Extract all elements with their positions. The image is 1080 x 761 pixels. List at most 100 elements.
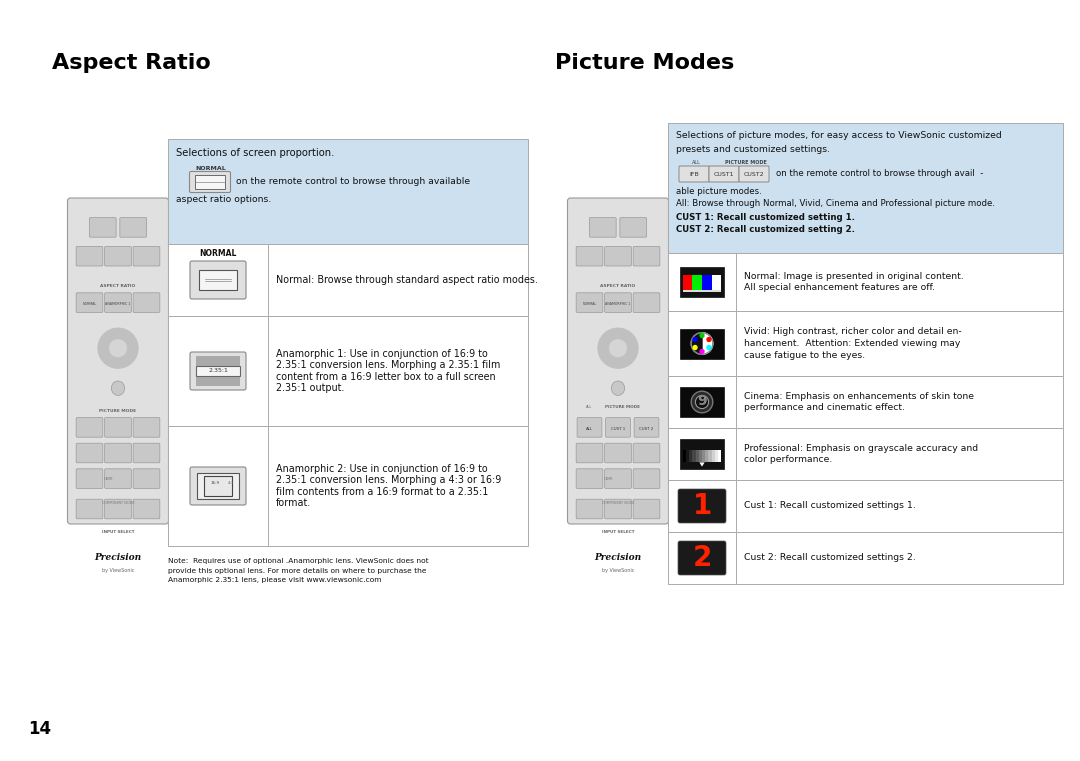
Text: format.: format.	[276, 498, 311, 508]
Text: INPUT SELECT: INPUT SELECT	[102, 530, 134, 534]
Text: 9: 9	[698, 394, 706, 409]
FancyBboxPatch shape	[605, 293, 632, 313]
Text: NORMAL: NORMAL	[82, 302, 96, 306]
Ellipse shape	[111, 381, 124, 396]
Text: performance and cinematic effect.: performance and cinematic effect.	[744, 403, 905, 412]
Text: CUST2: CUST2	[744, 171, 765, 177]
Text: Cinema: Emphasis on enhancements of skin tone: Cinema: Emphasis on enhancements of skin…	[744, 392, 974, 401]
Bar	[699, 450, 702, 461]
Bar	[669, 376, 1063, 428]
FancyBboxPatch shape	[77, 499, 103, 519]
Circle shape	[707, 338, 711, 342]
FancyBboxPatch shape	[190, 261, 246, 299]
FancyBboxPatch shape	[634, 418, 659, 438]
Text: NORMAL: NORMAL	[195, 167, 227, 171]
Bar	[195, 175, 225, 189]
Text: presets and customized settings.: presets and customized settings.	[676, 145, 831, 154]
Text: 2.35:1 conversion lens. Morphing a 4:3 or 16:9: 2.35:1 conversion lens. Morphing a 4:3 o…	[276, 476, 501, 486]
Bar	[168, 244, 528, 316]
Bar	[683, 450, 686, 461]
Bar	[200, 270, 237, 289]
Circle shape	[700, 349, 704, 353]
FancyBboxPatch shape	[567, 198, 669, 524]
Text: Anamorphic 1: Use in conjunction of 16:9 to: Anamorphic 1: Use in conjunction of 16:9…	[276, 349, 488, 358]
FancyBboxPatch shape	[133, 247, 160, 266]
FancyBboxPatch shape	[133, 293, 160, 313]
Text: Normal: Image is presented in original content.: Normal: Image is presented in original c…	[744, 272, 963, 281]
FancyBboxPatch shape	[605, 247, 632, 266]
Bar	[669, 428, 1063, 480]
FancyBboxPatch shape	[606, 418, 631, 438]
Bar	[669, 253, 1063, 311]
FancyBboxPatch shape	[633, 469, 660, 489]
FancyBboxPatch shape	[576, 499, 603, 519]
Bar	[705, 450, 708, 461]
Text: CUST 1: Recall customized setting 1.: CUST 1: Recall customized setting 1.	[676, 212, 855, 221]
FancyBboxPatch shape	[90, 218, 117, 237]
Text: CUST 2: Recall customized setting 2.: CUST 2: Recall customized setting 2.	[676, 225, 855, 234]
Polygon shape	[691, 333, 702, 355]
Text: COMPONENT VIDEO: COMPONENT VIDEO	[102, 501, 134, 505]
Bar	[198, 473, 239, 499]
Text: ANAMORPHIC 1: ANAMORPHIC 1	[606, 302, 631, 306]
Circle shape	[693, 338, 697, 342]
Text: content from a 16:9 letter box to a full screen: content from a 16:9 letter box to a full…	[276, 372, 496, 382]
FancyBboxPatch shape	[133, 418, 160, 438]
Circle shape	[598, 328, 638, 368]
Text: NORMAL: NORMAL	[582, 302, 596, 306]
Text: Aspect Ratio: Aspect Ratio	[52, 53, 211, 73]
FancyBboxPatch shape	[678, 489, 726, 523]
Bar	[712, 450, 715, 461]
Bar	[168, 426, 528, 546]
Text: 2: 2	[692, 544, 712, 572]
FancyBboxPatch shape	[577, 418, 602, 438]
FancyBboxPatch shape	[633, 293, 660, 313]
FancyBboxPatch shape	[77, 469, 103, 489]
Text: 16:9: 16:9	[211, 481, 219, 486]
FancyBboxPatch shape	[189, 171, 230, 193]
Text: CUST1: CUST1	[714, 171, 734, 177]
FancyBboxPatch shape	[605, 499, 632, 519]
Bar	[680, 329, 724, 358]
Text: aspect ratio options.: aspect ratio options.	[176, 195, 271, 203]
Text: Picture Modes: Picture Modes	[555, 53, 734, 73]
Bar	[197, 366, 240, 376]
Circle shape	[98, 328, 138, 368]
Text: on the remote control to browse through available: on the remote control to browse through …	[237, 177, 470, 186]
Text: hancement.  Attention: Extended viewing may: hancement. Attention: Extended viewing m…	[744, 339, 960, 348]
FancyBboxPatch shape	[620, 218, 647, 237]
Text: Note:  Requires use of optional .Anamorphic lens. ViewSonic does not
provide thi: Note: Requires use of optional .Anamorph…	[168, 558, 429, 583]
Text: NORMAL: NORMAL	[200, 250, 237, 259]
Bar	[680, 439, 724, 469]
FancyBboxPatch shape	[190, 352, 246, 390]
FancyBboxPatch shape	[133, 469, 160, 489]
Bar	[696, 450, 699, 461]
FancyBboxPatch shape	[67, 198, 168, 524]
Text: 2.35:1: 2.35:1	[208, 368, 228, 374]
Bar	[197, 376, 240, 387]
FancyBboxPatch shape	[576, 443, 603, 463]
Text: HDMI: HDMI	[604, 477, 613, 482]
Text: ALL: ALL	[691, 161, 701, 165]
Text: IFB: IFB	[689, 171, 699, 177]
Text: All special enhancement features are off.: All special enhancement features are off…	[744, 283, 935, 292]
FancyBboxPatch shape	[105, 418, 132, 438]
Text: Selections of screen proportion.: Selections of screen proportion.	[176, 148, 335, 158]
Circle shape	[700, 333, 704, 337]
Text: cause fatigue to the eyes.: cause fatigue to the eyes.	[744, 351, 865, 359]
Text: on the remote control to browse through avail  -: on the remote control to browse through …	[777, 170, 984, 179]
FancyBboxPatch shape	[105, 247, 132, 266]
FancyBboxPatch shape	[633, 499, 660, 519]
Circle shape	[110, 340, 126, 357]
Text: Cust 1: Recall customized settings 1.: Cust 1: Recall customized settings 1.	[744, 501, 916, 511]
Text: CUST 2: CUST 2	[639, 427, 653, 431]
FancyBboxPatch shape	[133, 499, 160, 519]
FancyBboxPatch shape	[105, 443, 132, 463]
Circle shape	[696, 396, 708, 409]
Bar	[718, 450, 721, 461]
FancyBboxPatch shape	[105, 499, 132, 519]
FancyBboxPatch shape	[77, 247, 103, 266]
Bar	[689, 450, 692, 461]
Bar	[715, 450, 718, 461]
Text: Normal: Browse through standard aspect ratio modes.: Normal: Browse through standard aspect r…	[276, 275, 538, 285]
